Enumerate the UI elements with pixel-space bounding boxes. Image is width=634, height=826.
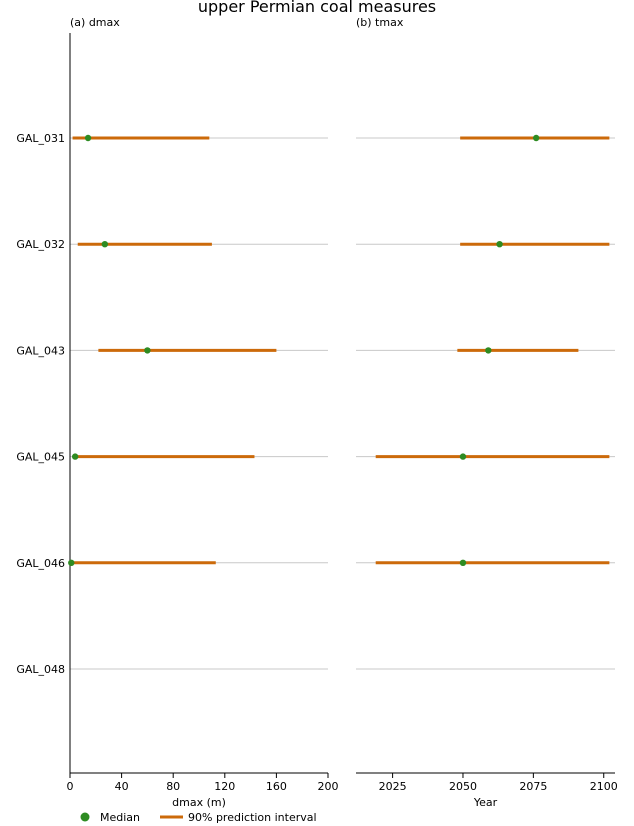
panel-label: (b) tmax [356,16,404,29]
x-tick-label: 2075 [519,780,547,793]
category-label-gal-045: GAL_045 [16,451,65,464]
legend: Median 90% prediction interval [80,811,317,824]
x-axis-label: dmax (m) [172,796,226,809]
x-tick-label: 160 [266,780,287,793]
legend-median-label: Median [100,811,140,824]
panel-label: (a) dmax [70,16,120,29]
category-label-gal-043: GAL_043 [16,344,65,357]
category-label-gal-046: GAL_046 [16,557,65,570]
median-marker-gal-043 [485,347,492,354]
legend-interval-label: 90% prediction interval [188,811,317,824]
category-label-gal-032: GAL_032 [16,238,65,251]
median-marker-gal-046 [459,559,467,566]
x-tick-label: 200 [318,780,339,793]
median-marker-gal-045 [459,453,467,460]
x-tick-label: 80 [166,780,180,793]
x-tick-label: 40 [115,780,129,793]
median-marker-gal-032 [101,241,109,248]
chart-title: upper Permian coal measures [198,0,436,16]
panel-b: (b) tmax 2025 2050 2075 2100 Year [356,16,618,809]
panel-a: (a) dmax GAL_031 GAL_032 GAL_043 GAL_045 GAL_… [16,16,338,809]
median-marker-gal-031 [532,134,540,142]
median-marker-gal-043 [144,347,151,354]
x-tick-label: 2025 [379,780,407,793]
x-tick-label: 2050 [449,780,477,793]
median-marker-gal-046 [68,559,75,566]
x-tick-label: 2100 [590,780,618,793]
x-tick-label: 120 [214,780,235,793]
category-label-gal-031: GAL_031 [16,132,65,145]
chart-panels: (a) dmax GAL_031 GAL_032 GAL_043 GAL_045 GAL_… [16,16,617,809]
median-marker-gal-031 [84,134,92,142]
median-marker-gal-045 [71,453,79,460]
category-label-gal-048: GAL_048 [16,663,65,676]
x-tick-label: 0 [67,780,74,793]
median-marker-gal-032 [496,241,503,248]
legend-median-marker [80,812,90,822]
x-axis-label: Year [473,796,498,809]
